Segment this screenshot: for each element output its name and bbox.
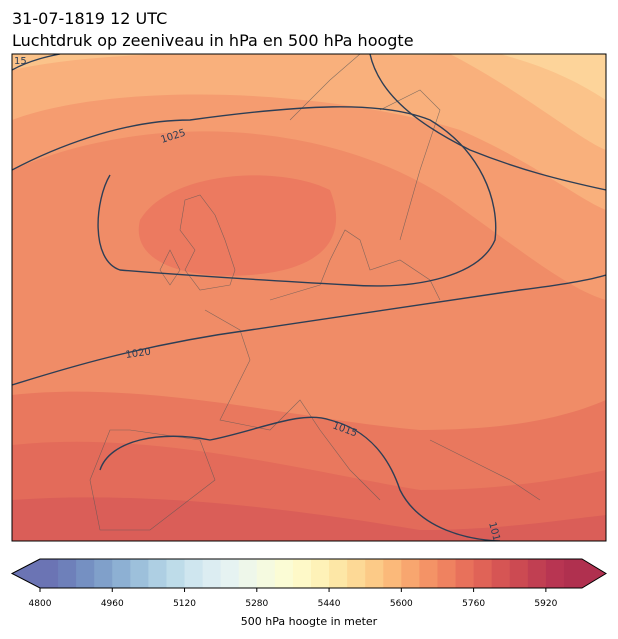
colorbar-bin — [401, 559, 420, 588]
isobar — [99, 416, 501, 541]
isobar — [369, 54, 606, 191]
colorbar-bin — [473, 559, 493, 588]
colorbar-bin — [130, 559, 149, 588]
colorbar: 4800 4960 5120 5280 5440 5600 5760 5920 — [10, 558, 607, 609]
colorbar-bin — [238, 559, 258, 588]
colorbar-bin — [383, 559, 402, 588]
colorbar-bin — [184, 559, 204, 588]
isobar — [12, 106, 497, 287]
band — [138, 175, 337, 276]
colorbar-bin — [40, 559, 59, 588]
colorbar-tick-label: 5760 — [462, 599, 485, 609]
colorbar-bin — [76, 559, 95, 588]
colorbar-bin — [545, 559, 565, 588]
colorbar-label: 500 hPa hoogte in meter — [241, 615, 378, 628]
contour-label: 101 — [486, 521, 502, 542]
colorbar-bin — [256, 559, 276, 588]
colorbar-bin — [455, 559, 475, 588]
colorbar-bin — [491, 559, 511, 588]
colorbar-bin — [311, 559, 330, 588]
colorbar-bin — [220, 559, 240, 588]
map-frame — [11, 53, 607, 542]
contour-label: 1020 — [125, 347, 152, 361]
colorbar-tick-label: 5920 — [534, 599, 557, 609]
colorbar-bin — [563, 559, 583, 588]
colorbar-bin — [419, 559, 438, 588]
colorbar-bin — [365, 559, 384, 588]
colorbar-tick-label: 4960 — [101, 599, 124, 609]
colorbar-extend — [12, 559, 40, 588]
colorbar-bin — [509, 559, 529, 588]
colorbar-bin — [94, 559, 113, 588]
colorbar-tick-label: 5280 — [245, 599, 268, 609]
colorbar-outline — [10, 558, 607, 589]
contour-label: 15 — [14, 56, 27, 67]
title-line: Luchtdruk op zeeniveau in hPa en 500 hPa… — [12, 31, 414, 50]
colorbar-bin — [166, 559, 186, 588]
colorbar-tick-label: 5440 — [318, 599, 341, 609]
colorbar-extend — [582, 559, 606, 588]
title-line: 31-07-1819 12 UTC — [12, 9, 167, 28]
isobar — [12, 54, 61, 71]
colorbar-bin — [347, 559, 366, 588]
isobar — [12, 274, 606, 386]
map — [12, 54, 606, 541]
coastline — [89, 54, 541, 531]
colorbar-bin — [437, 559, 457, 588]
colorbar-bin — [527, 559, 547, 588]
colorbar-bin — [274, 559, 294, 588]
colorbar-bin — [148, 559, 167, 588]
colorbar-tick-label: 5120 — [173, 599, 196, 609]
colorbar-bin — [329, 559, 348, 588]
colorbar-bin — [292, 559, 312, 588]
colorbar-tick-label: 5600 — [390, 599, 413, 609]
colorbar-bin — [112, 559, 131, 588]
colorbar-tick-label: 4800 — [29, 599, 52, 609]
band — [12, 497, 606, 541]
colorbar-bin — [58, 559, 77, 588]
colorbar-bin — [202, 559, 222, 588]
